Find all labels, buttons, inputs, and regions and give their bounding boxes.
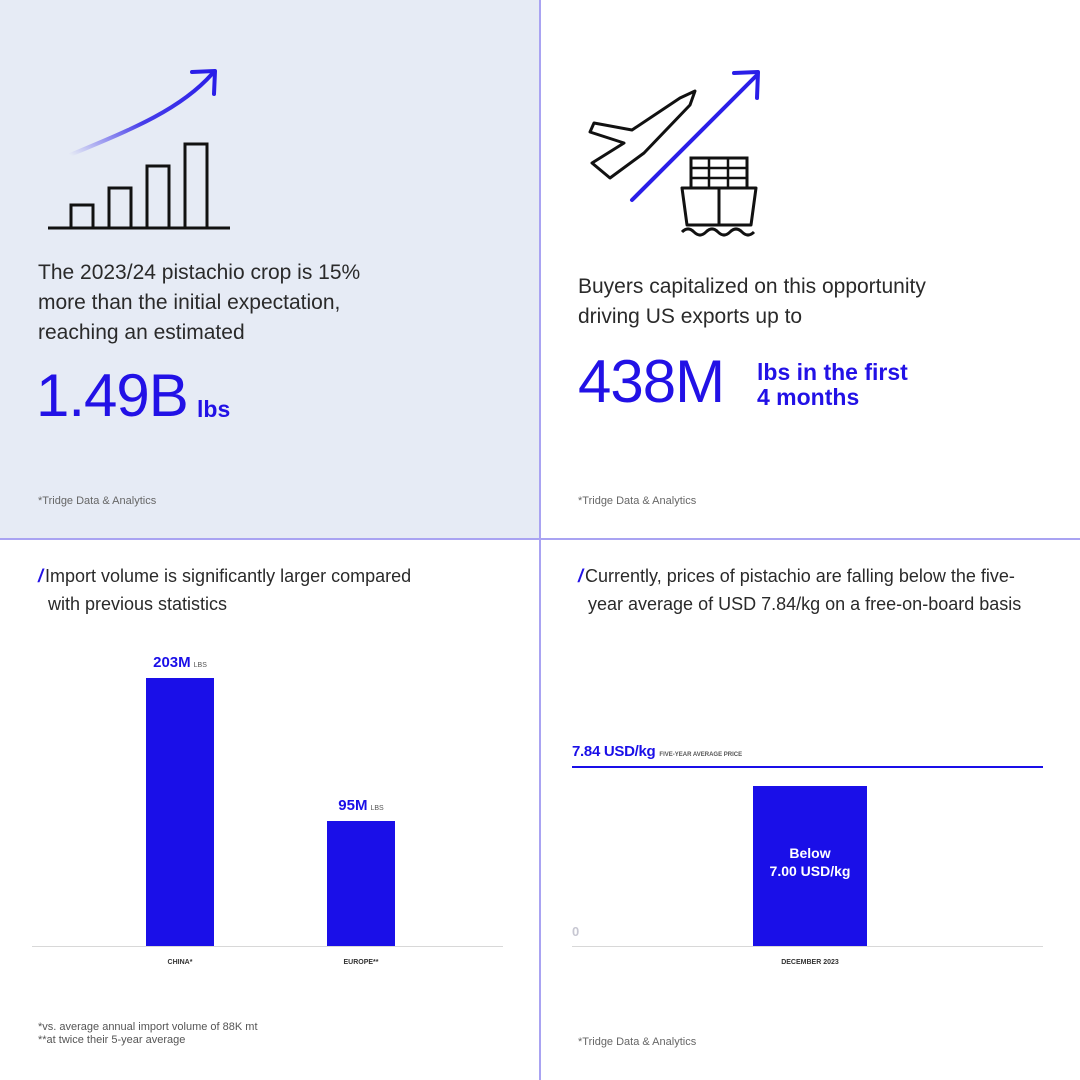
crop-big-value: 1.49B [36,362,189,429]
price-panel: / Currently, prices of pistachio are fall… [540,540,1080,1080]
exports-description: Buyers capitalized on this opportunity d… [578,272,926,332]
exports-unit: lbs in the first 4 months [757,360,908,410]
average-reference-line [572,765,1043,768]
category-label-1: EUROPE** [343,959,379,966]
crop-text-line-1: The 2023/24 pistachio crop is 15% [38,261,361,284]
exports-unit-line-1: lbs in the first [757,359,908,385]
source-note: *Tridge Data & Analytics [578,495,697,507]
import-headline: / Import volume is significantly larger c… [38,562,411,618]
bar-value-label-1: 95M LBS [301,797,421,815]
bar-unit: LBS [370,804,384,812]
crop-unit: lbs [197,396,231,422]
bar-value-label-0: 203M LBS [120,654,240,672]
bar-unit: LBS [193,662,207,669]
chart-baseline [32,946,503,947]
bar-inside-label-line-2: 7.00 USD/kg [769,863,851,879]
plane-ship-export-icon [588,70,760,237]
category-label-0: CHINA* [167,959,193,966]
average-value: 7.84 USD/kg [572,742,656,760]
crop-text-line-2: more than the initial expectation, [38,291,341,314]
crop-estimate-panel: The 2023/24 pistachio crop is 15% more t… [0,0,540,540]
crop-description: The 2023/24 pistachio crop is 15% more t… [38,258,360,348]
horizontal-divider [0,538,1080,540]
bar-value: 203M [153,654,191,671]
exports-text-line-2: driving US exports up to [578,305,803,328]
crop-text-line-3: reaching an estimated [38,321,245,344]
exports-big-value: 438M [578,348,725,415]
exports-unit-line-2: 4 months [757,384,860,410]
price-headline-line-1: Currently, prices of pistachio are falli… [585,566,1015,586]
average-note: FIVE-YEAR AVERAGE PRICE [659,751,743,758]
zero-axis-label: 0 [572,924,580,939]
growth-bar-chart-icon [48,69,230,230]
import-headline-line-1: Import volume is significantly larger co… [45,566,412,586]
bar-inside-label-line-1: Below [789,845,831,861]
slash-marker: / [578,566,584,586]
bar-inside-label: Below 7.00 USD/kg [753,844,867,880]
vertical-divider [539,0,541,1080]
exports-text-line-1: Buyers capitalized on this opportunity [578,275,926,298]
import-footnotes: *vs. average annual import volume of 88K… [38,1021,258,1047]
slash-marker: / [38,566,44,586]
import-headline-line-2: with previous statistics [48,594,228,614]
bar-0 [146,678,214,946]
footnote-1: *vs. average annual import volume of 88K… [38,1021,258,1033]
price-headline: / Currently, prices of pistachio are fall… [578,562,1021,618]
category-label-0: DECEMBER 2023 [781,959,839,966]
footnote-2: **at twice their 5-year average [38,1034,186,1046]
source-note: *Tridge Data & Analytics [578,1036,697,1048]
bar-0 [753,786,867,946]
import-volume-panel: / Import volume is significantly larger c… [0,540,540,1080]
source-note: *Tridge Data & Analytics [38,495,157,507]
chart-baseline [572,946,1043,947]
exports-panel: Buyers capitalized on this opportunity d… [540,0,1080,540]
average-reference-label: 7.84 USD/kg FIVE-YEAR AVERAGE PRICE [572,743,742,761]
bar-1 [327,820,395,946]
bar-value: 95M [338,796,368,814]
price-headline-line-2: year average of USD 7.84/kg on a free-on… [588,594,1022,614]
